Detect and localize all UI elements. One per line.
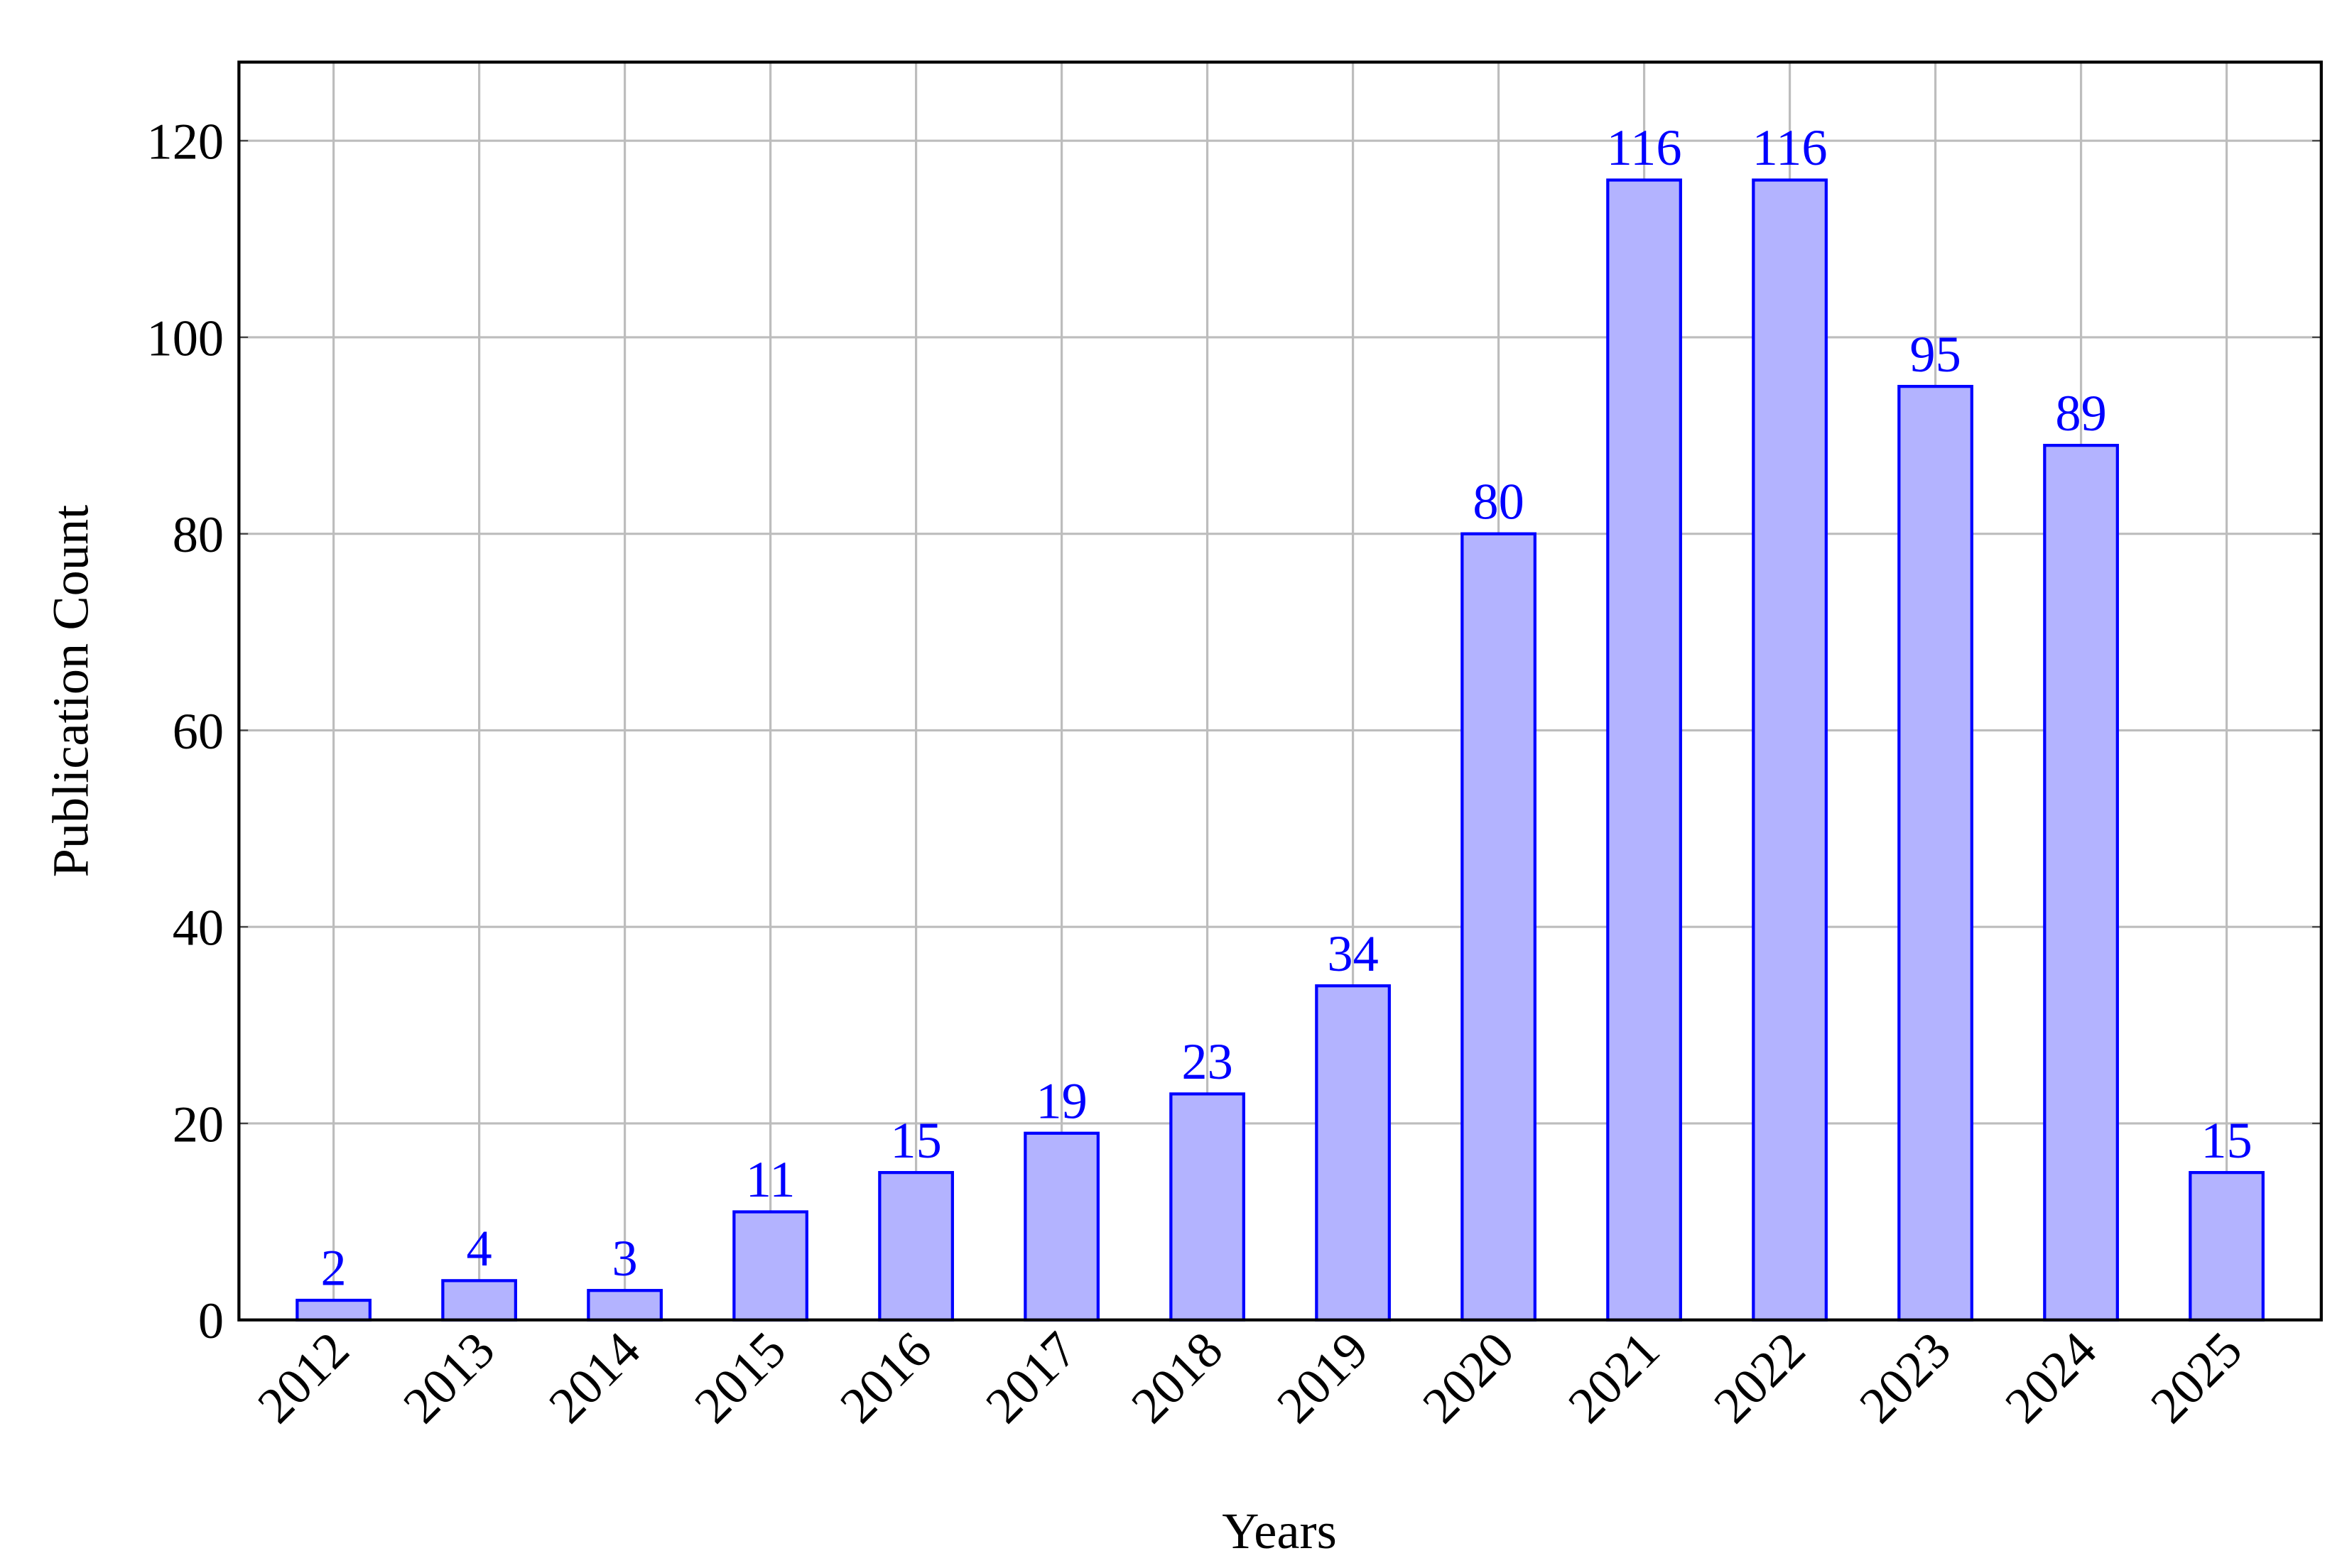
y-axis-label: Publication Count: [42, 505, 99, 878]
x-tick-label: 2019: [1267, 1321, 1380, 1434]
value-label: 19: [1036, 1072, 1087, 1129]
x-tick-label: 2013: [393, 1321, 506, 1434]
x-tick-label: 2012: [247, 1321, 360, 1434]
plot-frame: [237, 60, 2323, 1322]
y-tick-label: 100: [147, 310, 224, 366]
y-tick-label: 40: [173, 900, 224, 957]
bar: [732, 1210, 808, 1322]
bar: [2043, 444, 2119, 1322]
y-tick-label: 0: [198, 1292, 224, 1349]
value-label: 4: [467, 1220, 492, 1277]
x-tick-label: 2020: [1412, 1321, 1525, 1434]
value-label: 116: [1607, 119, 1682, 176]
bar: [1752, 178, 1828, 1322]
bar: [878, 1170, 954, 1322]
x-tick-label: 2015: [684, 1321, 797, 1434]
bar: [296, 1298, 372, 1322]
bar: [2189, 1170, 2265, 1322]
x-tick-label: 2022: [1703, 1321, 1816, 1434]
value-label: 80: [1473, 473, 1524, 530]
value-label: 2: [321, 1240, 347, 1297]
x-tick-label: 2014: [538, 1321, 651, 1434]
value-label: 34: [1327, 925, 1378, 982]
y-tick-label: 60: [173, 703, 224, 760]
bar: [1315, 984, 1391, 1322]
value-label: 95: [1909, 326, 1961, 383]
value-label: 116: [1752, 119, 1828, 176]
x-tick-label: 2024: [1995, 1321, 2108, 1434]
value-label: 3: [612, 1230, 638, 1287]
bar: [1606, 178, 1682, 1322]
value-label: 15: [2201, 1112, 2252, 1169]
value-label: 89: [2055, 385, 2106, 442]
value-label: 23: [1181, 1033, 1232, 1090]
value-label: 11: [746, 1151, 796, 1208]
bar: [587, 1289, 663, 1322]
x-tick-label: 2021: [1558, 1321, 1671, 1434]
x-tick-label: 2016: [830, 1321, 943, 1434]
value-label: 15: [890, 1112, 941, 1169]
bar: [1024, 1131, 1100, 1322]
bar: [1169, 1092, 1245, 1322]
x-tick-label: 2025: [2140, 1321, 2253, 1434]
y-tick-label: 80: [173, 506, 224, 563]
x-tick-label: 2023: [1849, 1321, 1962, 1434]
bar: [1897, 384, 1973, 1322]
bar: [441, 1279, 517, 1322]
x-tick-label: 2017: [975, 1321, 1088, 1434]
x-tick-label: 2018: [1121, 1321, 1234, 1434]
y-tick-label: 20: [173, 1096, 224, 1153]
x-axis-label: Years: [1222, 1503, 1337, 1559]
bar: [1460, 532, 1536, 1322]
y-tick-label: 120: [147, 114, 224, 170]
